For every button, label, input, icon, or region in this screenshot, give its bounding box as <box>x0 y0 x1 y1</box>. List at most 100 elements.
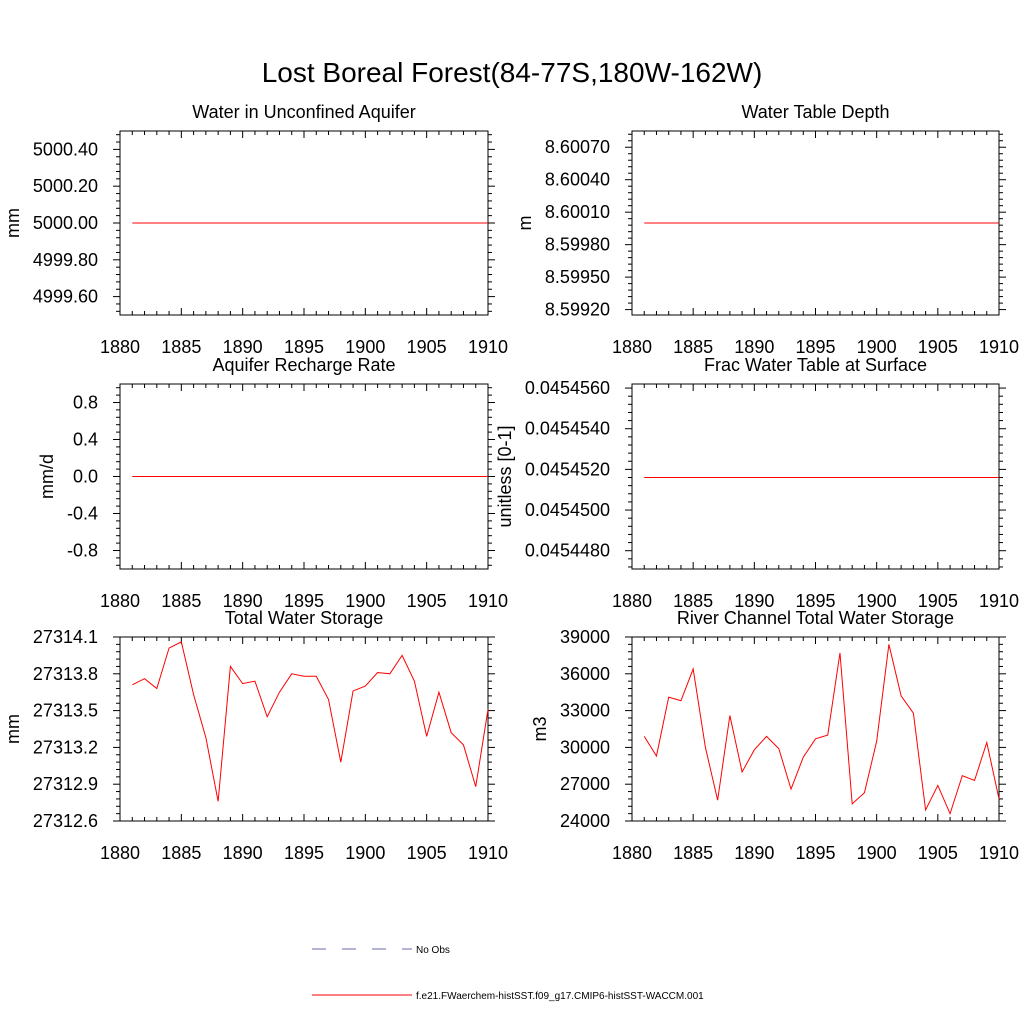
panels: Water in Unconfined Aquifer 1880 1885 1890 1… <box>3 102 1019 863</box>
y-axis-label: mm/d <box>37 454 57 499</box>
y-tick-label: 27312.9 <box>33 774 98 794</box>
x-tick-label: 1890 <box>223 591 263 611</box>
y-axis-label: mm <box>3 714 23 744</box>
panel-title: Aquifer Recharge Rate <box>212 355 395 375</box>
x-tick-label: 1900 <box>857 337 897 357</box>
x-tick-label: 1900 <box>345 337 385 357</box>
x-tick-label: 1890 <box>223 843 263 863</box>
panel-title: Total Water Storage <box>225 608 383 628</box>
series-line <box>643 644 1000 816</box>
x-tick-label: 1900 <box>345 591 385 611</box>
y-axis-label: m3 <box>530 716 550 741</box>
x-tick-label: 1910 <box>979 843 1019 863</box>
y-tick-label: 0.0454520 <box>525 459 610 479</box>
x-tick-label: 1905 <box>918 591 958 611</box>
y-tick-label: 27313.8 <box>33 664 98 684</box>
y-tick-label: 5000.20 <box>33 176 98 196</box>
panel-6: River Channel Total Water Storage 1880 188… <box>530 608 1019 863</box>
y-tick-label: 27312.6 <box>33 811 98 831</box>
x-tick-label: 1910 <box>468 591 508 611</box>
x-tick-label: 1895 <box>795 337 835 357</box>
x-tick-label: 1905 <box>407 843 447 863</box>
y-tick-label: 0.0454480 <box>525 541 610 561</box>
y-tick-label: -0.8 <box>67 541 98 561</box>
plot-frame <box>631 383 1000 570</box>
y-tick-label: 39000 <box>560 627 610 647</box>
y-axis-label: mm <box>3 208 23 238</box>
legend-model-label: f.e21.FWaerchem-histSST.f09_g17.CMIP6-hi… <box>416 991 704 1002</box>
y-tick-label: 4999.60 <box>33 287 98 307</box>
y-tick-label: 24000 <box>560 811 610 831</box>
y-tick-label: 27313.2 <box>33 737 98 757</box>
legend: No Obs f.e21.FWaerchem-histSST.f09_g17.C… <box>312 945 704 1002</box>
x-tick-label: 1885 <box>673 591 713 611</box>
y-axis-label: m <box>515 216 535 231</box>
y-tick-label: 5000.40 <box>33 139 98 159</box>
y-tick-label: 4999.80 <box>33 250 98 270</box>
x-tick-label: 1905 <box>918 843 958 863</box>
x-tick-label: 1910 <box>468 843 508 863</box>
x-tick-label: 1910 <box>979 337 1019 357</box>
x-tick-label: 1895 <box>284 591 324 611</box>
panel-title: River Channel Total Water Storage <box>677 608 954 628</box>
y-tick-label: 8.59980 <box>545 235 610 255</box>
x-tick-label: 1880 <box>100 591 140 611</box>
y-tick-label: 27314.1 <box>33 627 98 647</box>
x-tick-label: 1895 <box>284 337 324 357</box>
y-tick-label: 0.4 <box>73 430 98 450</box>
y-tick-label: 0.0454540 <box>525 419 610 439</box>
x-tick-label: 1900 <box>857 843 897 863</box>
y-tick-label: 0.0 <box>73 467 98 487</box>
y-tick-label: 27000 <box>560 774 610 794</box>
y-tick-label: 0.8 <box>73 393 98 413</box>
x-tick-label: 1880 <box>612 337 652 357</box>
x-tick-label: 1880 <box>612 843 652 863</box>
y-tick-label: 0.0454560 <box>525 378 610 398</box>
x-tick-label: 1885 <box>673 843 713 863</box>
x-tick-label: 1905 <box>407 591 447 611</box>
y-tick-label: 36000 <box>560 664 610 684</box>
plot-frame <box>631 636 1000 822</box>
x-tick-label: 1890 <box>223 337 263 357</box>
panel-title: Water Table Depth <box>741 102 889 122</box>
x-tick-label: 1890 <box>734 843 774 863</box>
x-tick-label: 1885 <box>161 843 201 863</box>
x-tick-label: 1885 <box>161 591 201 611</box>
x-tick-label: 1905 <box>407 337 447 357</box>
legend-obs-label: No Obs <box>416 945 450 956</box>
x-tick-label: 1895 <box>795 591 835 611</box>
x-tick-label: 1885 <box>161 337 201 357</box>
y-tick-label: 8.60040 <box>545 170 610 190</box>
x-tick-label: 1890 <box>734 337 774 357</box>
y-tick-label: 5000.00 <box>33 213 98 233</box>
x-tick-label: 1910 <box>468 337 508 357</box>
panel-5: Total Water Storage 1880 1885 1890 1895 1900 1… <box>3 608 508 863</box>
y-tick-label: 33000 <box>560 701 610 721</box>
x-tick-label: 1890 <box>734 591 774 611</box>
panel-1: Water in Unconfined Aquifer 1880 1885 1890 1… <box>3 102 508 357</box>
y-tick-label: 8.60070 <box>545 137 610 157</box>
x-tick-label: 1910 <box>979 591 1019 611</box>
y-axis-label: unitless [0-1] <box>495 425 515 527</box>
y-tick-label: 27313.5 <box>33 701 98 721</box>
y-tick-label: 8.59950 <box>545 267 610 287</box>
panel-2: Water Table Depth 1880 1885 1890 1895 1900 190… <box>515 102 1019 357</box>
x-tick-label: 1895 <box>795 843 835 863</box>
y-tick-label: 30000 <box>560 737 610 757</box>
panel-3: Aquifer Recharge Rate 1880 1885 1890 1895 190… <box>37 355 508 611</box>
x-tick-label: 1880 <box>612 591 652 611</box>
figure-title: Lost Boreal Forest(84-77S,180W-162W) <box>262 57 763 88</box>
x-tick-label: 1895 <box>284 843 324 863</box>
panel-title: Water in Unconfined Aquifer <box>192 102 415 122</box>
panel-4: Frac Water Table at Surface 1880 1885 1890 1… <box>495 355 1019 611</box>
panel-title: Frac Water Table at Surface <box>704 355 927 375</box>
x-tick-label: 1880 <box>100 843 140 863</box>
plot-frame <box>119 636 489 822</box>
y-tick-label: 8.59920 <box>545 300 610 320</box>
x-tick-label: 1905 <box>918 337 958 357</box>
y-tick-label: -0.4 <box>67 504 98 524</box>
y-tick-label: 8.60010 <box>545 202 610 222</box>
x-tick-label: 1880 <box>100 337 140 357</box>
x-tick-label: 1900 <box>857 591 897 611</box>
